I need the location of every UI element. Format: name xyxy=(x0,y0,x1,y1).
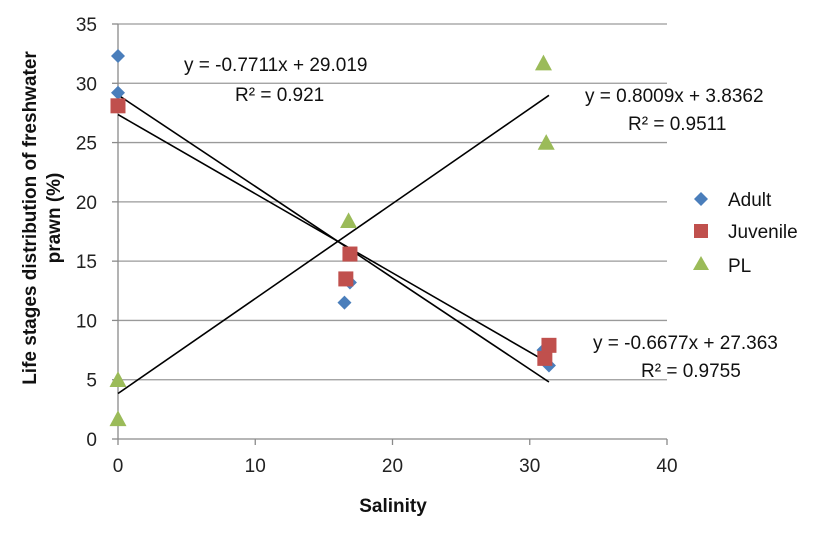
equation-pl-formula: y = 0.8009x + 3.8362 xyxy=(585,86,764,107)
x-tick-label-30: 30 xyxy=(519,456,540,477)
y-tick-labels: 0 5 10 15 20 25 30 35 xyxy=(76,15,97,451)
point-pl-4 xyxy=(534,54,552,71)
equation-pl-r2: R² = 0.9511 xyxy=(628,114,726,135)
equation-adult-r2: R² = 0.921 xyxy=(235,85,324,106)
point-adult-1 xyxy=(111,49,125,64)
y-tick-label-35: 35 xyxy=(76,15,97,36)
x-axis-title: Salinity xyxy=(359,496,427,517)
point-pl-2 xyxy=(109,410,127,427)
x-tick-label-40: 40 xyxy=(656,456,677,477)
legend: Adult Juvenile PL xyxy=(693,190,798,277)
point-adult-2 xyxy=(111,85,125,100)
gridlines xyxy=(118,23,667,381)
y-tick-label-10: 10 xyxy=(76,311,97,332)
y-tick-label-15: 15 xyxy=(76,252,97,273)
y-tick-label-20: 20 xyxy=(76,193,97,214)
legend-juvenile-label: Juvenile xyxy=(728,222,798,243)
point-juvenile-3 xyxy=(342,246,358,262)
trendline-pl xyxy=(117,94,550,395)
y-axis-title-line-2: prawn (%) xyxy=(44,173,65,264)
legend-pl-marker xyxy=(693,256,709,270)
x-tick-labels: 0 10 20 30 40 xyxy=(113,456,678,477)
equation-juvenile-r2: R² = 0.9755 xyxy=(641,361,741,382)
legend-adult-label: Adult xyxy=(728,190,772,211)
equation-pl: y = 0.8009x + 3.8362 R² = 0.9511 xyxy=(585,86,764,135)
legend-adult-marker xyxy=(694,192,708,206)
equation-juvenile-formula: y = -0.6677x + 27.363 xyxy=(593,333,778,354)
equation-adult: y = -0.7711x + 29.019 R² = 0.921 xyxy=(184,55,367,106)
legend-juvenile-marker xyxy=(694,224,708,238)
point-juvenile-1 xyxy=(110,98,126,114)
equation-adult-formula: y = -0.7711x + 29.019 xyxy=(184,55,367,76)
legend-item-adult: Adult xyxy=(694,190,772,211)
y-tick-label-0: 0 xyxy=(86,430,97,451)
equation-juvenile: y = -0.6677x + 27.363 R² = 0.9755 xyxy=(593,333,778,382)
data-points xyxy=(109,49,557,427)
y-axis-title: Life stages distribution of freshwater p… xyxy=(20,51,65,385)
axes xyxy=(112,23,668,445)
y-axis-title-line-1: Life stages distribution of freshwater xyxy=(20,51,41,385)
y-tick-label-25: 25 xyxy=(76,134,97,155)
x-tick-label-10: 10 xyxy=(245,456,266,477)
point-adult-3 xyxy=(337,295,352,310)
point-juvenile-2 xyxy=(338,271,354,287)
y-tick-label-5: 5 xyxy=(86,371,97,392)
y-tick-label-30: 30 xyxy=(76,74,97,95)
x-tick-label-0: 0 xyxy=(113,456,124,477)
legend-item-juvenile: Juvenile xyxy=(694,222,798,243)
legend-pl-label: PL xyxy=(728,256,751,277)
point-pl-5 xyxy=(537,134,555,150)
point-juvenile-4 xyxy=(537,350,553,366)
x-tick-label-20: 20 xyxy=(382,456,403,477)
trendlines xyxy=(117,94,550,395)
trendline-juvenile xyxy=(117,113,550,364)
point-juvenile-5 xyxy=(541,337,557,353)
legend-item-pl: PL xyxy=(693,256,751,277)
point-pl-3 xyxy=(340,212,358,229)
point-pl-1 xyxy=(109,371,127,387)
